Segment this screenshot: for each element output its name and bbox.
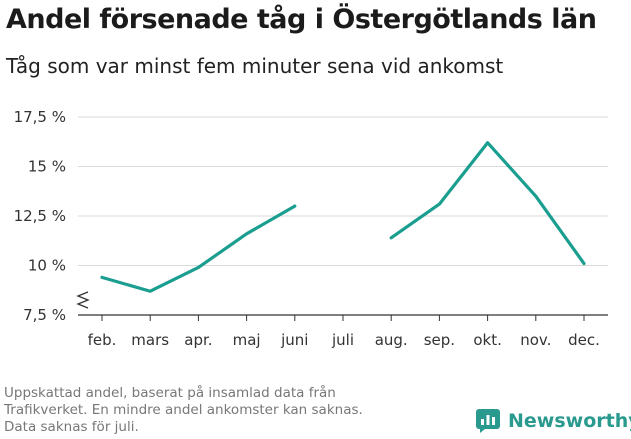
series-line-segment [100, 204, 297, 293]
y-tick-label: 17,5 % [14, 108, 66, 126]
x-tick-label: juli [331, 331, 354, 349]
x-tick-label: dec. [568, 331, 600, 349]
newsworthy-logo: Newsworthy [476, 409, 631, 433]
footnote-line: Trafikverket. En mindre andel ankomster … [4, 402, 363, 418]
data-lines [100, 141, 586, 293]
footnote-line: Data saknas för juli. [4, 419, 139, 435]
x-tick-label: juni [280, 331, 308, 349]
footnote-line: Uppskattad andel, baserat på insamlad da… [4, 385, 336, 401]
chart-title: Andel försenade tåg i Östergötlands län [6, 4, 597, 35]
footnote: Uppskattad andel, baserat på insamlad da… [4, 385, 444, 436]
x-tick-label: feb. [88, 331, 117, 349]
x-axis-ticks [101, 315, 585, 321]
series-line-segment [389, 141, 586, 266]
y-tick-label: 12,5 % [14, 207, 66, 225]
x-tick-label: sep. [424, 331, 455, 349]
y-tick-label: 7,5 % [23, 306, 66, 324]
x-tick-label: mars [131, 331, 169, 349]
x-tick-label: nov. [520, 331, 551, 349]
x-tick-label: okt. [473, 331, 502, 349]
y-tick-label: 10 % [28, 257, 66, 275]
gridlines [78, 116, 608, 316]
x-axis-labels: feb. mars apr. maj juni juli aug. sep. okt. nov. d… [88, 331, 600, 349]
line-chart: 7,5 % 10 % 12,5 % 15 % 17,5 % feb. mars apr. ma… [14, 108, 608, 349]
y-axis-labels: 7,5 % 10 % 12,5 % 15 % 17,5 % [14, 108, 66, 324]
y-tick-label: 15 % [28, 158, 66, 176]
brand-name: Newsworthy [508, 410, 631, 432]
axis-break-icon [76, 291, 90, 309]
x-tick-label: aug. [375, 331, 408, 349]
bar-chart-logo-icon [476, 409, 500, 433]
x-tick-label: maj [233, 331, 261, 349]
chart-subtitle: Tåg som var minst fem minuter sena vid a… [6, 54, 504, 78]
x-tick-label: apr. [184, 331, 212, 349]
